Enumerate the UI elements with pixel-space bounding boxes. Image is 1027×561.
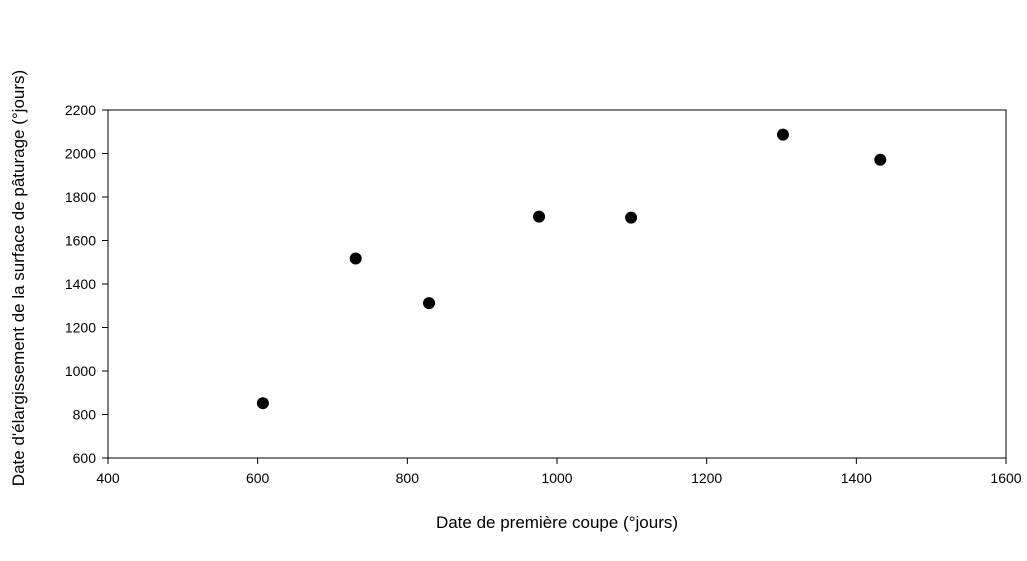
plot-area-frame xyxy=(107,109,1007,459)
y-tick-label: 1800 xyxy=(65,189,96,205)
y-tick-label: 600 xyxy=(73,450,97,466)
y-tick-label: 1600 xyxy=(65,233,96,249)
x-axis-ticks: 400 600 800 1000 1200 1400 1600 xyxy=(96,458,1022,486)
x-tick-label: 600 xyxy=(246,470,270,486)
y-tick-label: 1000 xyxy=(65,363,96,379)
y-axis-ticks: 600 800 1000 1200 1400 1600 1800 2000 2200 xyxy=(65,102,108,466)
y-tick-label: 2000 xyxy=(65,146,96,162)
y-axis-title: Date d'élargissement de la surface de pâ… xyxy=(9,70,28,486)
x-tick-label: 1200 xyxy=(691,470,722,486)
data-point xyxy=(625,211,638,224)
y-tick-label: 2200 xyxy=(65,102,96,118)
x-tick-label: 1000 xyxy=(541,470,572,486)
data-point xyxy=(533,210,546,223)
data-point xyxy=(423,297,436,310)
data-points xyxy=(256,128,887,410)
data-point xyxy=(776,128,789,141)
x-tick-label: 800 xyxy=(396,470,420,486)
y-tick-label: 1200 xyxy=(65,320,96,336)
data-point xyxy=(349,252,362,265)
x-tick-label: 1400 xyxy=(841,470,872,486)
x-tick-label: 1600 xyxy=(990,470,1021,486)
data-point xyxy=(256,397,269,410)
y-tick-label: 1400 xyxy=(65,276,96,292)
y-tick-label: 800 xyxy=(73,407,97,423)
data-point xyxy=(874,153,887,166)
x-axis-title: Date de première coupe (°jours) xyxy=(436,513,678,532)
x-tick-label: 400 xyxy=(96,470,120,486)
